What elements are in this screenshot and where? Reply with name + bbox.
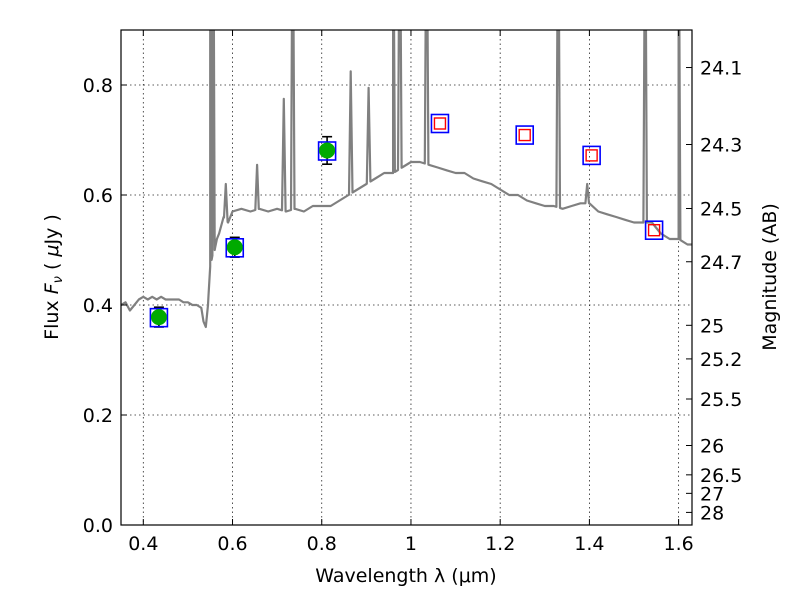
model-square-marker	[317, 141, 337, 161]
ir-photometry-marker	[647, 223, 661, 237]
y-tick-label: 0.2	[83, 405, 113, 427]
model-square-marker	[149, 307, 169, 328]
photometry-point	[150, 309, 167, 326]
x-tick-label: 0.8	[307, 533, 337, 555]
ir-photometry-marker	[518, 128, 531, 142]
ir-photometry-marker	[433, 117, 447, 130]
right-tick-label: 26	[700, 436, 724, 458]
grid	[121, 30, 692, 526]
x-tick-label: 1	[405, 533, 417, 555]
ir-photometry-marker	[585, 149, 598, 162]
model-square-marker	[582, 145, 601, 166]
right-tick-label: 24.3	[700, 134, 742, 156]
x-tick-label: 1.2	[485, 533, 515, 555]
template-spectrum-line	[121, 30, 692, 329]
right-tick-label: 25	[700, 315, 724, 337]
y-tick-label: 0.4	[83, 295, 113, 317]
x-tick-label: 1.4	[574, 533, 604, 555]
photometry-point	[319, 142, 336, 159]
x-tick-label: 1.6	[664, 533, 694, 555]
model-square-marker	[430, 113, 450, 134]
marker-layer	[149, 113, 664, 328]
right-tick-label: 24.1	[700, 58, 742, 80]
model-square-marker	[225, 238, 245, 258]
right-tick-label: 27	[700, 483, 724, 505]
photometry-point	[226, 239, 243, 256]
y-axis-label: Flux Fν ( μJy )	[41, 214, 66, 340]
model-square-marker	[644, 220, 664, 240]
x-axis-label: Wavelength λ (μm)	[315, 565, 496, 587]
y-tick-label: 0.8	[83, 75, 113, 97]
y-tick-label: 0.0	[83, 515, 113, 537]
model-square-marker	[515, 125, 535, 145]
right-tick-label: 25.5	[700, 389, 742, 411]
x-tick-label: 0.6	[217, 533, 247, 555]
plot-frame	[120, 29, 693, 526]
right-tick-label: 25.2	[700, 349, 742, 371]
right-tick-label: 24.5	[700, 199, 742, 221]
right-axis-label: Magnitude (AB)	[759, 203, 781, 351]
y-tick-label: 0.6	[83, 185, 113, 207]
x-tick-label: 0.4	[128, 533, 158, 555]
right-tick-label: 28	[700, 502, 724, 524]
tick-layer: 0.4 0.6 0.8 1 1.2 1.4 1.6 0.0 0.2 0.4 0.6 0.8 24.1 24…	[83, 30, 742, 555]
right-tick-label: 24.7	[700, 252, 742, 274]
right-tick-label: 26.5	[700, 465, 742, 487]
spectrum-layer	[121, 30, 692, 329]
